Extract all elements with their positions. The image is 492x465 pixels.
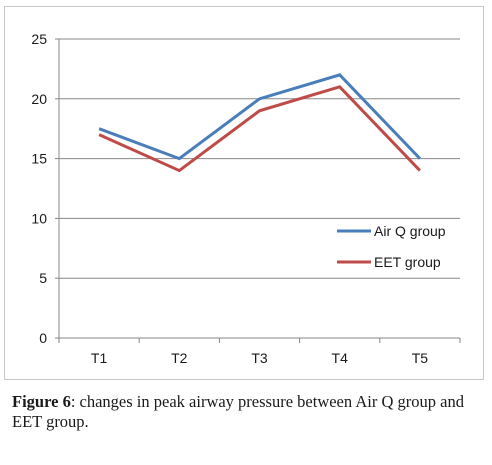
caption-text: : changes in peak airway pressure betwee… <box>12 392 464 431</box>
x-tick-label-t1: T1 <box>91 350 108 366</box>
x-tick-label-t2: T2 <box>171 350 188 366</box>
y-tick-label: 20 <box>31 91 47 107</box>
legend-label-eet-group: EET group <box>374 254 441 270</box>
axes <box>55 38 461 343</box>
legend: Air Q group EET group <box>337 223 446 270</box>
y-tick-label: 15 <box>31 151 47 167</box>
chart-frame: 0 5 10 15 20 25 T1 T2 T3 T4 T5 Air Q group EET grou… <box>4 6 484 380</box>
figure-caption: Figure 6: changes in peak airway pressur… <box>12 392 482 432</box>
line-chart: 0 5 10 15 20 25 T1 T2 T3 T4 T5 Air Q group EET grou… <box>31 31 461 366</box>
y-tick-label: 0 <box>39 330 47 346</box>
x-tick-label-t5: T5 <box>412 350 429 366</box>
x-tick-label-t3: T3 <box>251 350 268 366</box>
series-line-eet-group <box>98 85 421 173</box>
gridlines <box>59 38 460 279</box>
x-tick-label-t4: T4 <box>332 350 349 366</box>
series-lines <box>98 73 421 173</box>
y-tick-label: 10 <box>31 210 47 226</box>
y-tick-label: 25 <box>31 31 47 47</box>
legend-label-air-q-group: Air Q group <box>374 223 446 239</box>
series-line-air-q-group <box>98 73 421 161</box>
y-tick-label: 5 <box>39 270 47 286</box>
caption-label: Figure 6 <box>12 392 71 411</box>
tick-labels: 0 5 10 15 20 25 T1 T2 T3 T4 T5 <box>31 31 428 366</box>
